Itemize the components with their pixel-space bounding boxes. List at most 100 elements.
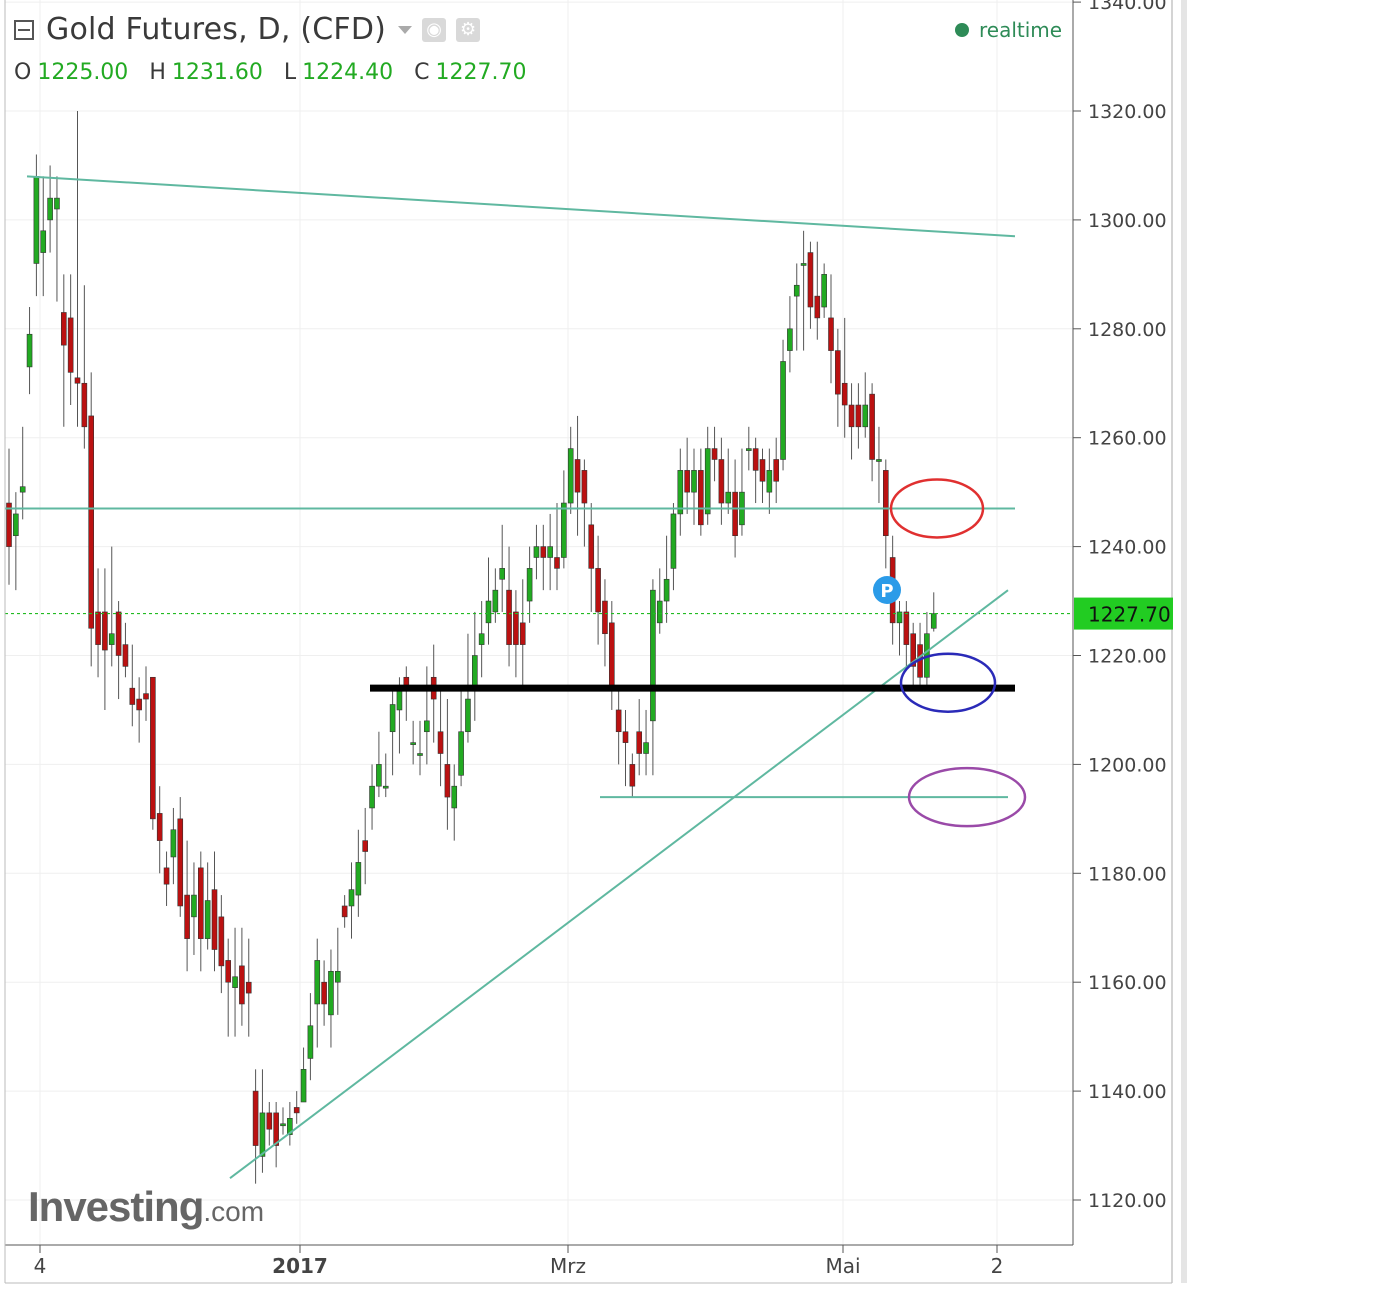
candle-body <box>81 382 88 428</box>
candle <box>814 241 821 340</box>
candle-body <box>376 764 382 787</box>
last-price-badge: 1227.70 <box>1074 597 1173 630</box>
candle <box>533 524 540 580</box>
candle <box>129 644 136 727</box>
candle <box>595 535 601 645</box>
candle-body <box>60 312 67 346</box>
candle-body <box>615 709 622 733</box>
candle <box>334 927 341 1015</box>
candle <box>376 731 382 798</box>
candle <box>424 666 430 765</box>
candle-body <box>334 971 341 983</box>
candle-body <box>595 568 601 613</box>
drawing-layer: P <box>5 175 1073 1180</box>
candle-body <box>561 502 567 558</box>
x-tick-label: Mrz <box>550 1254 586 1278</box>
candle-body <box>869 393 875 460</box>
candle-body <box>458 731 464 776</box>
y-tick-label: 1180.00 <box>1088 863 1167 885</box>
candle-body <box>602 600 608 635</box>
candle-body <box>232 976 238 988</box>
candle-body <box>122 644 129 667</box>
candle <box>417 720 423 776</box>
close-key: C <box>414 60 430 85</box>
gear-icon[interactable]: ⚙ <box>456 17 481 42</box>
candle <box>102 568 108 710</box>
candle <box>800 230 807 351</box>
candle <box>163 851 170 906</box>
candle-body <box>581 470 588 504</box>
candle <box>211 851 218 972</box>
candle-body <box>382 785 389 789</box>
candle-body <box>362 840 369 852</box>
candle <box>930 592 937 632</box>
candle <box>670 503 677 591</box>
candle <box>122 622 129 678</box>
candle <box>150 676 156 830</box>
candle-body <box>163 867 170 885</box>
candle-body <box>287 1118 293 1135</box>
candle-body <box>608 622 615 689</box>
candle-body <box>766 470 773 493</box>
candle-body <box>115 611 122 656</box>
candle <box>143 666 149 721</box>
candle <box>369 764 375 830</box>
annotation-ellipse-blue <box>899 652 997 713</box>
candle <box>81 285 88 449</box>
candle-body <box>855 404 862 428</box>
candle <box>869 383 875 482</box>
candle-body <box>225 960 231 983</box>
candle <box>725 448 732 514</box>
chevron-down-icon[interactable] <box>398 25 413 34</box>
close-value: 1227.70 <box>435 60 527 85</box>
candle-body <box>903 611 910 645</box>
candle <box>341 895 348 928</box>
candle <box>526 546 533 623</box>
candle <box>451 764 458 841</box>
candle <box>54 176 60 302</box>
logo-brand: Investing <box>28 1183 204 1230</box>
candle-body <box>588 524 595 569</box>
candle-body <box>341 905 348 918</box>
candle <box>841 317 848 438</box>
x-tick-label: 4 <box>34 1254 47 1278</box>
candle <box>718 437 725 525</box>
candle <box>780 339 786 471</box>
candle <box>622 709 629 787</box>
x-tick-label: Mai <box>825 1254 860 1278</box>
candle <box>430 644 437 743</box>
candle <box>862 372 869 438</box>
candle <box>876 426 882 504</box>
candle-body <box>355 862 362 896</box>
candle-body <box>129 687 136 705</box>
candle-body <box>547 546 553 558</box>
candle <box>115 601 122 700</box>
candle-body <box>821 274 827 308</box>
candle <box>177 797 184 917</box>
candle-body <box>663 578 670 602</box>
chart-grid <box>5 0 1073 1245</box>
eye-icon[interactable]: ◉ <box>422 17 447 42</box>
candle-body <box>307 1025 314 1059</box>
candle-body <box>471 655 478 689</box>
candle <box>198 851 204 972</box>
candle-body <box>293 1107 300 1114</box>
candle-body <box>108 633 115 645</box>
candle-body <box>451 785 458 809</box>
candle-body <box>348 889 355 907</box>
collapse-icon[interactable] <box>14 19 34 40</box>
candle <box>485 557 492 645</box>
candle <box>588 503 595 612</box>
candle <box>513 590 519 678</box>
candle-body <box>780 361 786 460</box>
candle-body <box>437 731 444 754</box>
candle-body <box>807 252 814 308</box>
candle-body <box>156 813 163 841</box>
candle-body <box>896 611 903 624</box>
candle <box>684 437 690 514</box>
candle <box>191 862 197 955</box>
candle <box>759 448 766 504</box>
candle <box>328 949 334 1048</box>
candle <box>547 513 553 591</box>
